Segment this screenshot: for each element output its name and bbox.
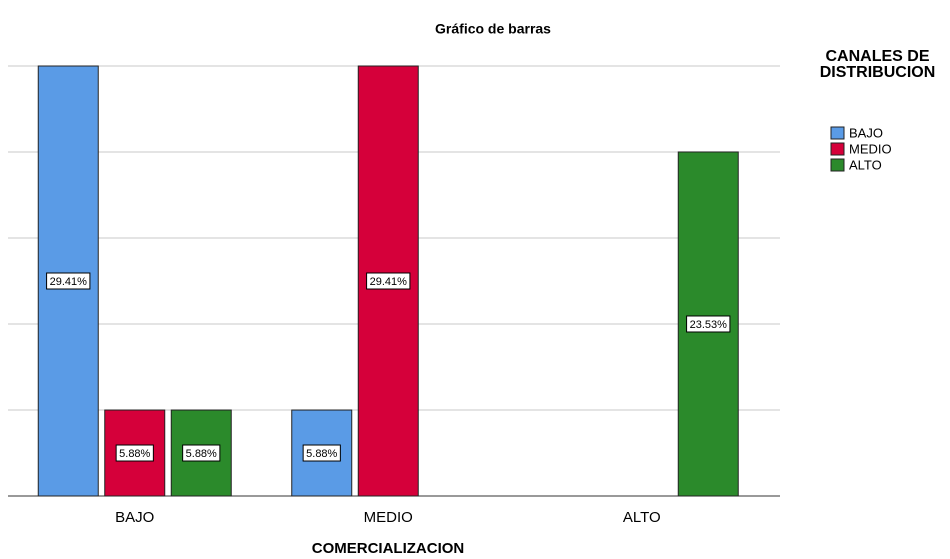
value-label-box	[115, 444, 154, 462]
legend-title: CANALES DE DISTRIBUCION	[819, 48, 936, 81]
value-label-box	[182, 444, 221, 462]
x-tick-label: ALTO	[623, 509, 661, 526]
legend-label: MEDIO	[849, 141, 892, 156]
value-label: 23.53%	[690, 319, 728, 331]
legend-swatch	[830, 126, 845, 140]
value-label: 29.41%	[370, 276, 408, 288]
value-label: 5.88%	[119, 448, 150, 460]
legend-swatch	[830, 142, 845, 156]
x-axis-label: COMERCIALIZACION	[312, 540, 465, 557]
legend-label: BAJO	[849, 125, 883, 140]
x-tick-label: MEDIO	[364, 509, 413, 526]
value-label: 5.88%	[306, 448, 337, 460]
chart-title: Gráfico de barras	[435, 21, 551, 37]
x-tick-label: BAJO	[115, 509, 154, 526]
value-label-box	[46, 272, 91, 290]
value-label-box	[686, 315, 731, 333]
value-label: 5.88%	[186, 448, 217, 460]
legend-label: ALTO	[849, 157, 882, 172]
value-label-box	[302, 444, 341, 462]
value-label-box	[366, 272, 411, 290]
legend-swatch	[830, 158, 845, 172]
value-label: 29.41%	[50, 276, 88, 288]
